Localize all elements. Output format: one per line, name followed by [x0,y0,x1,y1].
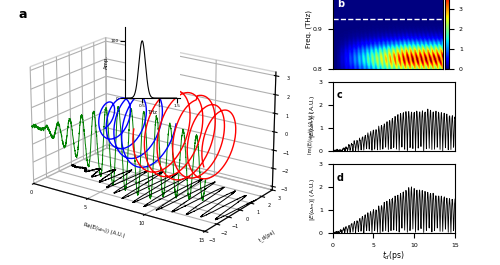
Y-axis label: Amp.: Amp. [104,55,109,69]
Text: c: c [336,90,342,100]
Y-axis label: Freq. (THz): Freq. (THz) [305,10,312,48]
Text: b: b [337,0,344,9]
X-axis label: $t_d$(ps): $t_d$(ps) [382,249,405,262]
Y-axis label: $|E(\omega_m)|$ (A.U.): $|E(\omega_m)|$ (A.U.) [308,177,318,221]
Y-axis label: $|E(\omega_m)|$ (A.U.): $|E(\omega_m)|$ (A.U.) [308,95,318,139]
X-axis label: Re(E(ωₘ)) (A.U.): Re(E(ωₘ)) (A.U.) [84,222,126,239]
Text: d: d [336,173,343,183]
Text: a: a [19,8,28,21]
X-axis label: THz: THz [148,110,158,115]
Y-axis label: t_d(ps): t_d(ps) [258,228,276,242]
